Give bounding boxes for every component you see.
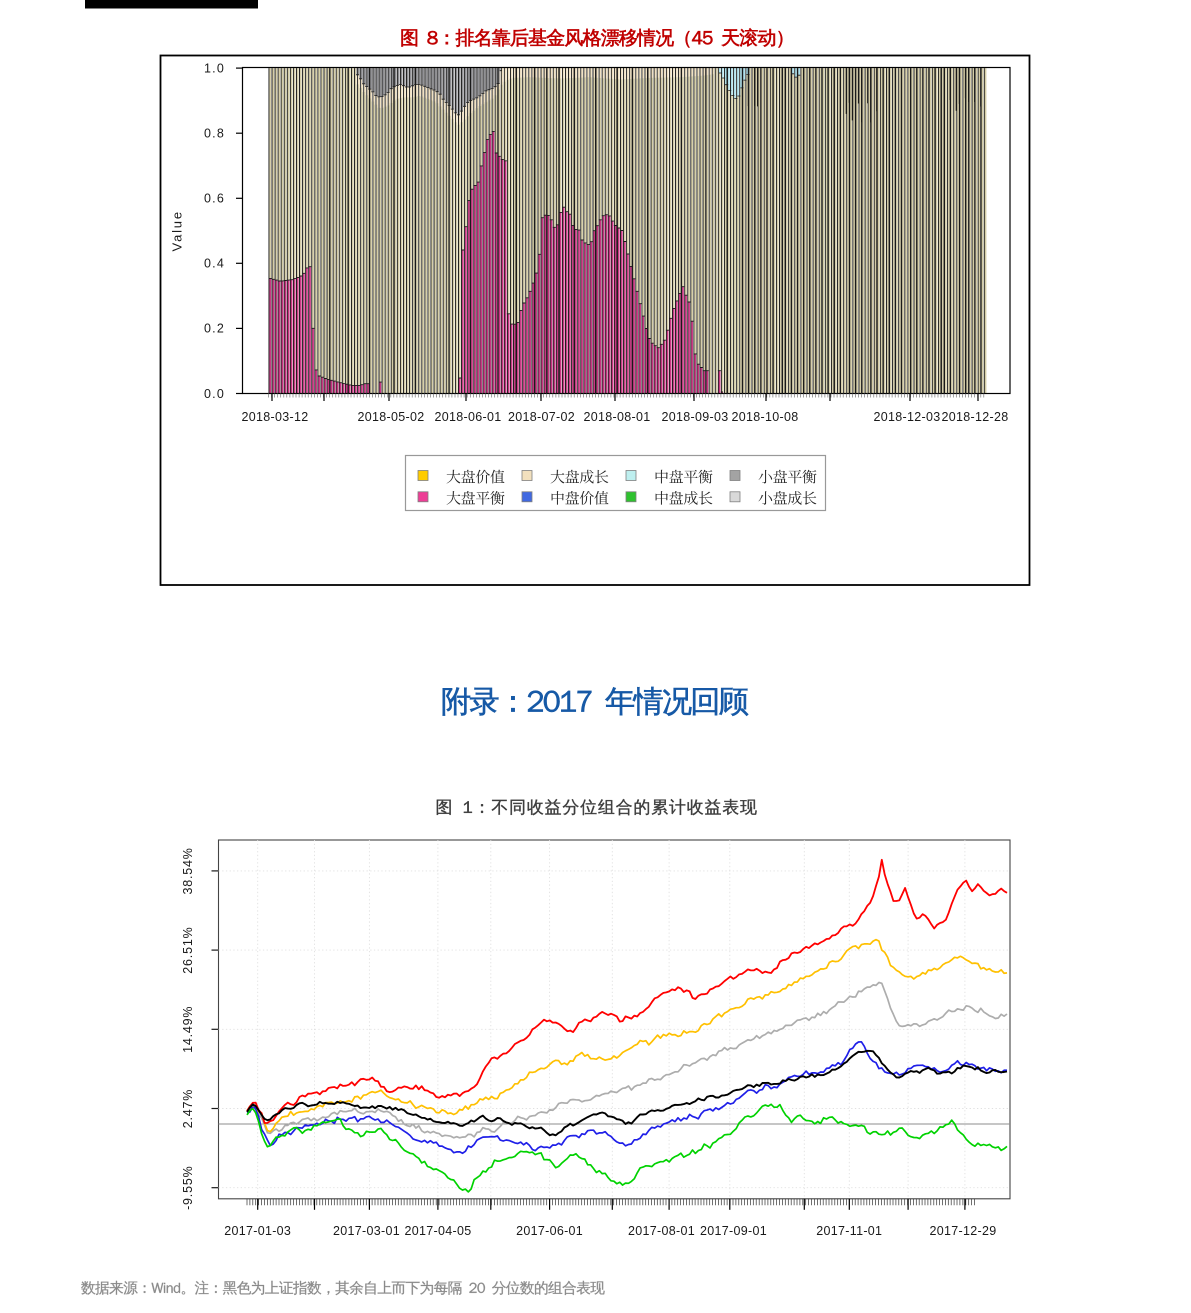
svg-text:14.49%: 14.49% [181, 1006, 195, 1053]
svg-text:0.6: 0.6 [204, 192, 225, 206]
svg-text:-9.55%: -9.55% [181, 1165, 195, 1209]
svg-text:2018-06-01: 2018-06-01 [435, 410, 502, 424]
svg-text:2018-10-08: 2018-10-08 [732, 410, 799, 424]
svg-text:0.0: 0.0 [204, 387, 225, 401]
svg-text:0.4: 0.4 [204, 257, 225, 271]
svg-text:2018-12-03: 2018-12-03 [874, 410, 941, 424]
svg-text:Value: Value [170, 210, 185, 251]
svg-text:1.0: 1.0 [204, 61, 225, 75]
svg-text:2017-03-01: 2017-03-01 [333, 1224, 400, 1238]
svg-text:2017-01-03: 2017-01-03 [224, 1224, 291, 1238]
svg-text:2017-12-29: 2017-12-29 [930, 1224, 997, 1238]
svg-text:2018-05-02: 2018-05-02 [358, 410, 425, 424]
svg-text:2018-12-28: 2018-12-28 [942, 410, 1009, 424]
svg-text:2017-04-05: 2017-04-05 [405, 1224, 472, 1238]
svg-text:2017-08-01: 2017-08-01 [628, 1224, 695, 1238]
svg-text:2017-06-01: 2017-06-01 [516, 1224, 583, 1238]
svg-text:26.51%: 26.51% [181, 926, 195, 973]
svg-text:2018-09-03: 2018-09-03 [662, 410, 729, 424]
svg-text:2018-03-12: 2018-03-12 [242, 410, 309, 424]
svg-text:38.54%: 38.54% [181, 847, 195, 894]
svg-text:2018-08-01: 2018-08-01 [584, 410, 651, 424]
svg-text:2017-11-01: 2017-11-01 [816, 1224, 882, 1238]
svg-text:2017-09-01: 2017-09-01 [700, 1224, 767, 1238]
svg-text:0.2: 0.2 [204, 322, 225, 336]
svg-text:2018-07-02: 2018-07-02 [508, 410, 575, 424]
svg-text:0.8: 0.8 [204, 127, 225, 141]
svg-text:2.47%: 2.47% [181, 1089, 195, 1128]
